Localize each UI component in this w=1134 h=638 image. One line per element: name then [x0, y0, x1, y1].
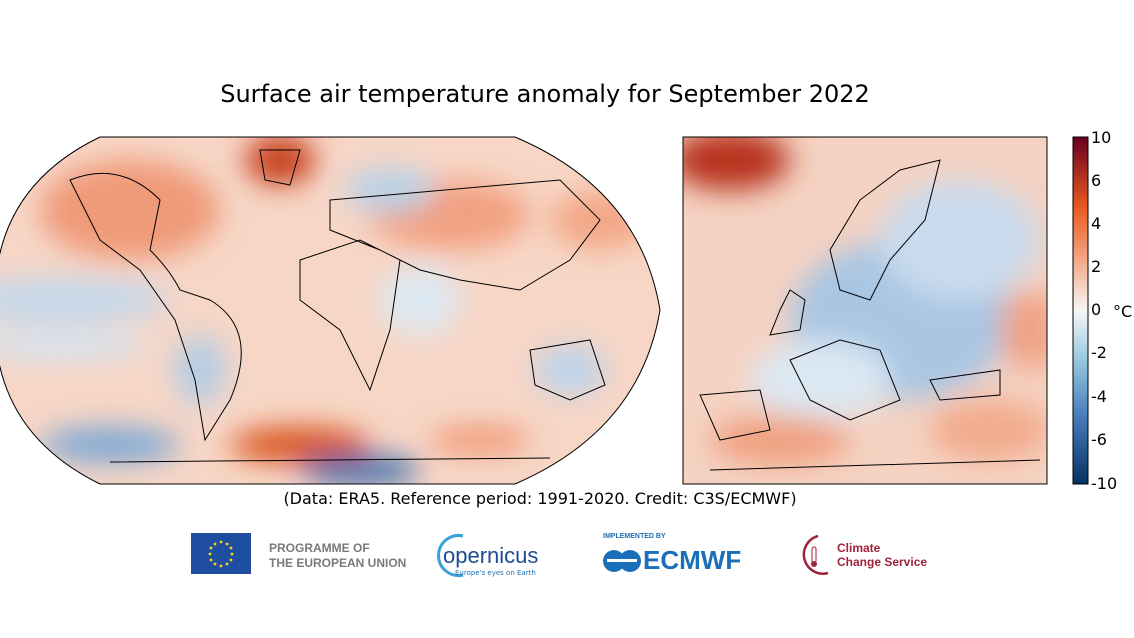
eu-line1: PROGRAMME OF	[269, 541, 370, 555]
colorbar-tick: 10	[1091, 128, 1112, 147]
colorbar-tick: 6	[1091, 171, 1102, 190]
ecmwf-icon	[603, 550, 641, 572]
colorbar-tick: 4	[1091, 214, 1102, 233]
implemented-by-text: IMPLEMENTED BY	[603, 533, 666, 540]
colorbar-tick: -4	[1091, 387, 1107, 406]
colorbar-tick: 2	[1091, 257, 1102, 276]
eu-flag-icon	[191, 533, 251, 574]
colorbar	[1072, 136, 1089, 485]
credit-text: (Data: ERA5. Reference period: 1991-2020…	[283, 489, 797, 508]
colorbar-tick: -2	[1091, 343, 1107, 362]
global-map	[0, 137, 661, 484]
thermometer-icon	[802, 534, 829, 575]
eu-programme-text: PROGRAMME OF THE EUROPEAN UNION	[269, 541, 406, 571]
colorbar-unit: °C	[1113, 302, 1133, 321]
c3s-line1: Climate	[837, 541, 881, 555]
colorbar-tick: -6	[1091, 430, 1107, 449]
copernicus-name: opernicus	[443, 543, 539, 568]
colorbar-tick: -10	[1091, 474, 1118, 493]
eu-line2: THE EUROPEAN UNION	[269, 556, 407, 570]
chart-title: Surface air temperature anomaly for Sept…	[220, 80, 870, 108]
europe-map	[683, 137, 1047, 484]
c3s-line2: Change Service	[837, 555, 928, 569]
ecmwf-name: ECMWF	[643, 545, 742, 575]
colorbar-tick: 0	[1091, 300, 1102, 319]
copernicus-tagline: Europe's eyes on Earth	[455, 569, 536, 577]
